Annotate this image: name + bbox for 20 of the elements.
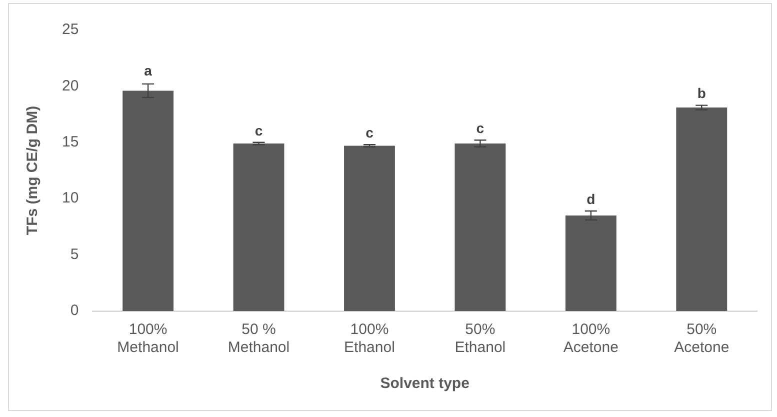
annotation: c bbox=[254, 122, 263, 138]
annotation: b bbox=[697, 85, 706, 102]
y-tick-label: 15 bbox=[62, 134, 79, 151]
y-tick-label: 0 bbox=[70, 302, 79, 320]
y-axis-title: TFs (mg CE/g DM) bbox=[24, 106, 42, 236]
y-tick-label: 10 bbox=[62, 190, 79, 207]
x-tick-label: 100% Acetone bbox=[563, 321, 618, 356]
annotation: a bbox=[144, 62, 152, 79]
annotation: c bbox=[476, 120, 484, 136]
x-tick-label: 100% Ethanol bbox=[344, 321, 395, 356]
y-tick-label: 20 bbox=[62, 77, 79, 94]
annotation: d bbox=[586, 190, 596, 207]
x-tick-label: 50 % Methanol bbox=[228, 321, 290, 356]
y-tick-label: 5 bbox=[70, 246, 79, 263]
x-tick-label: 50% Acetone bbox=[674, 321, 730, 356]
y-tick-label: 25 bbox=[62, 21, 79, 38]
x-tick-label: 50% Ethanol bbox=[454, 321, 506, 356]
x-tick-label: 100% Methanol bbox=[117, 321, 179, 356]
annotation: c bbox=[366, 124, 374, 141]
x-axis-title: Solvent type bbox=[380, 375, 470, 392]
